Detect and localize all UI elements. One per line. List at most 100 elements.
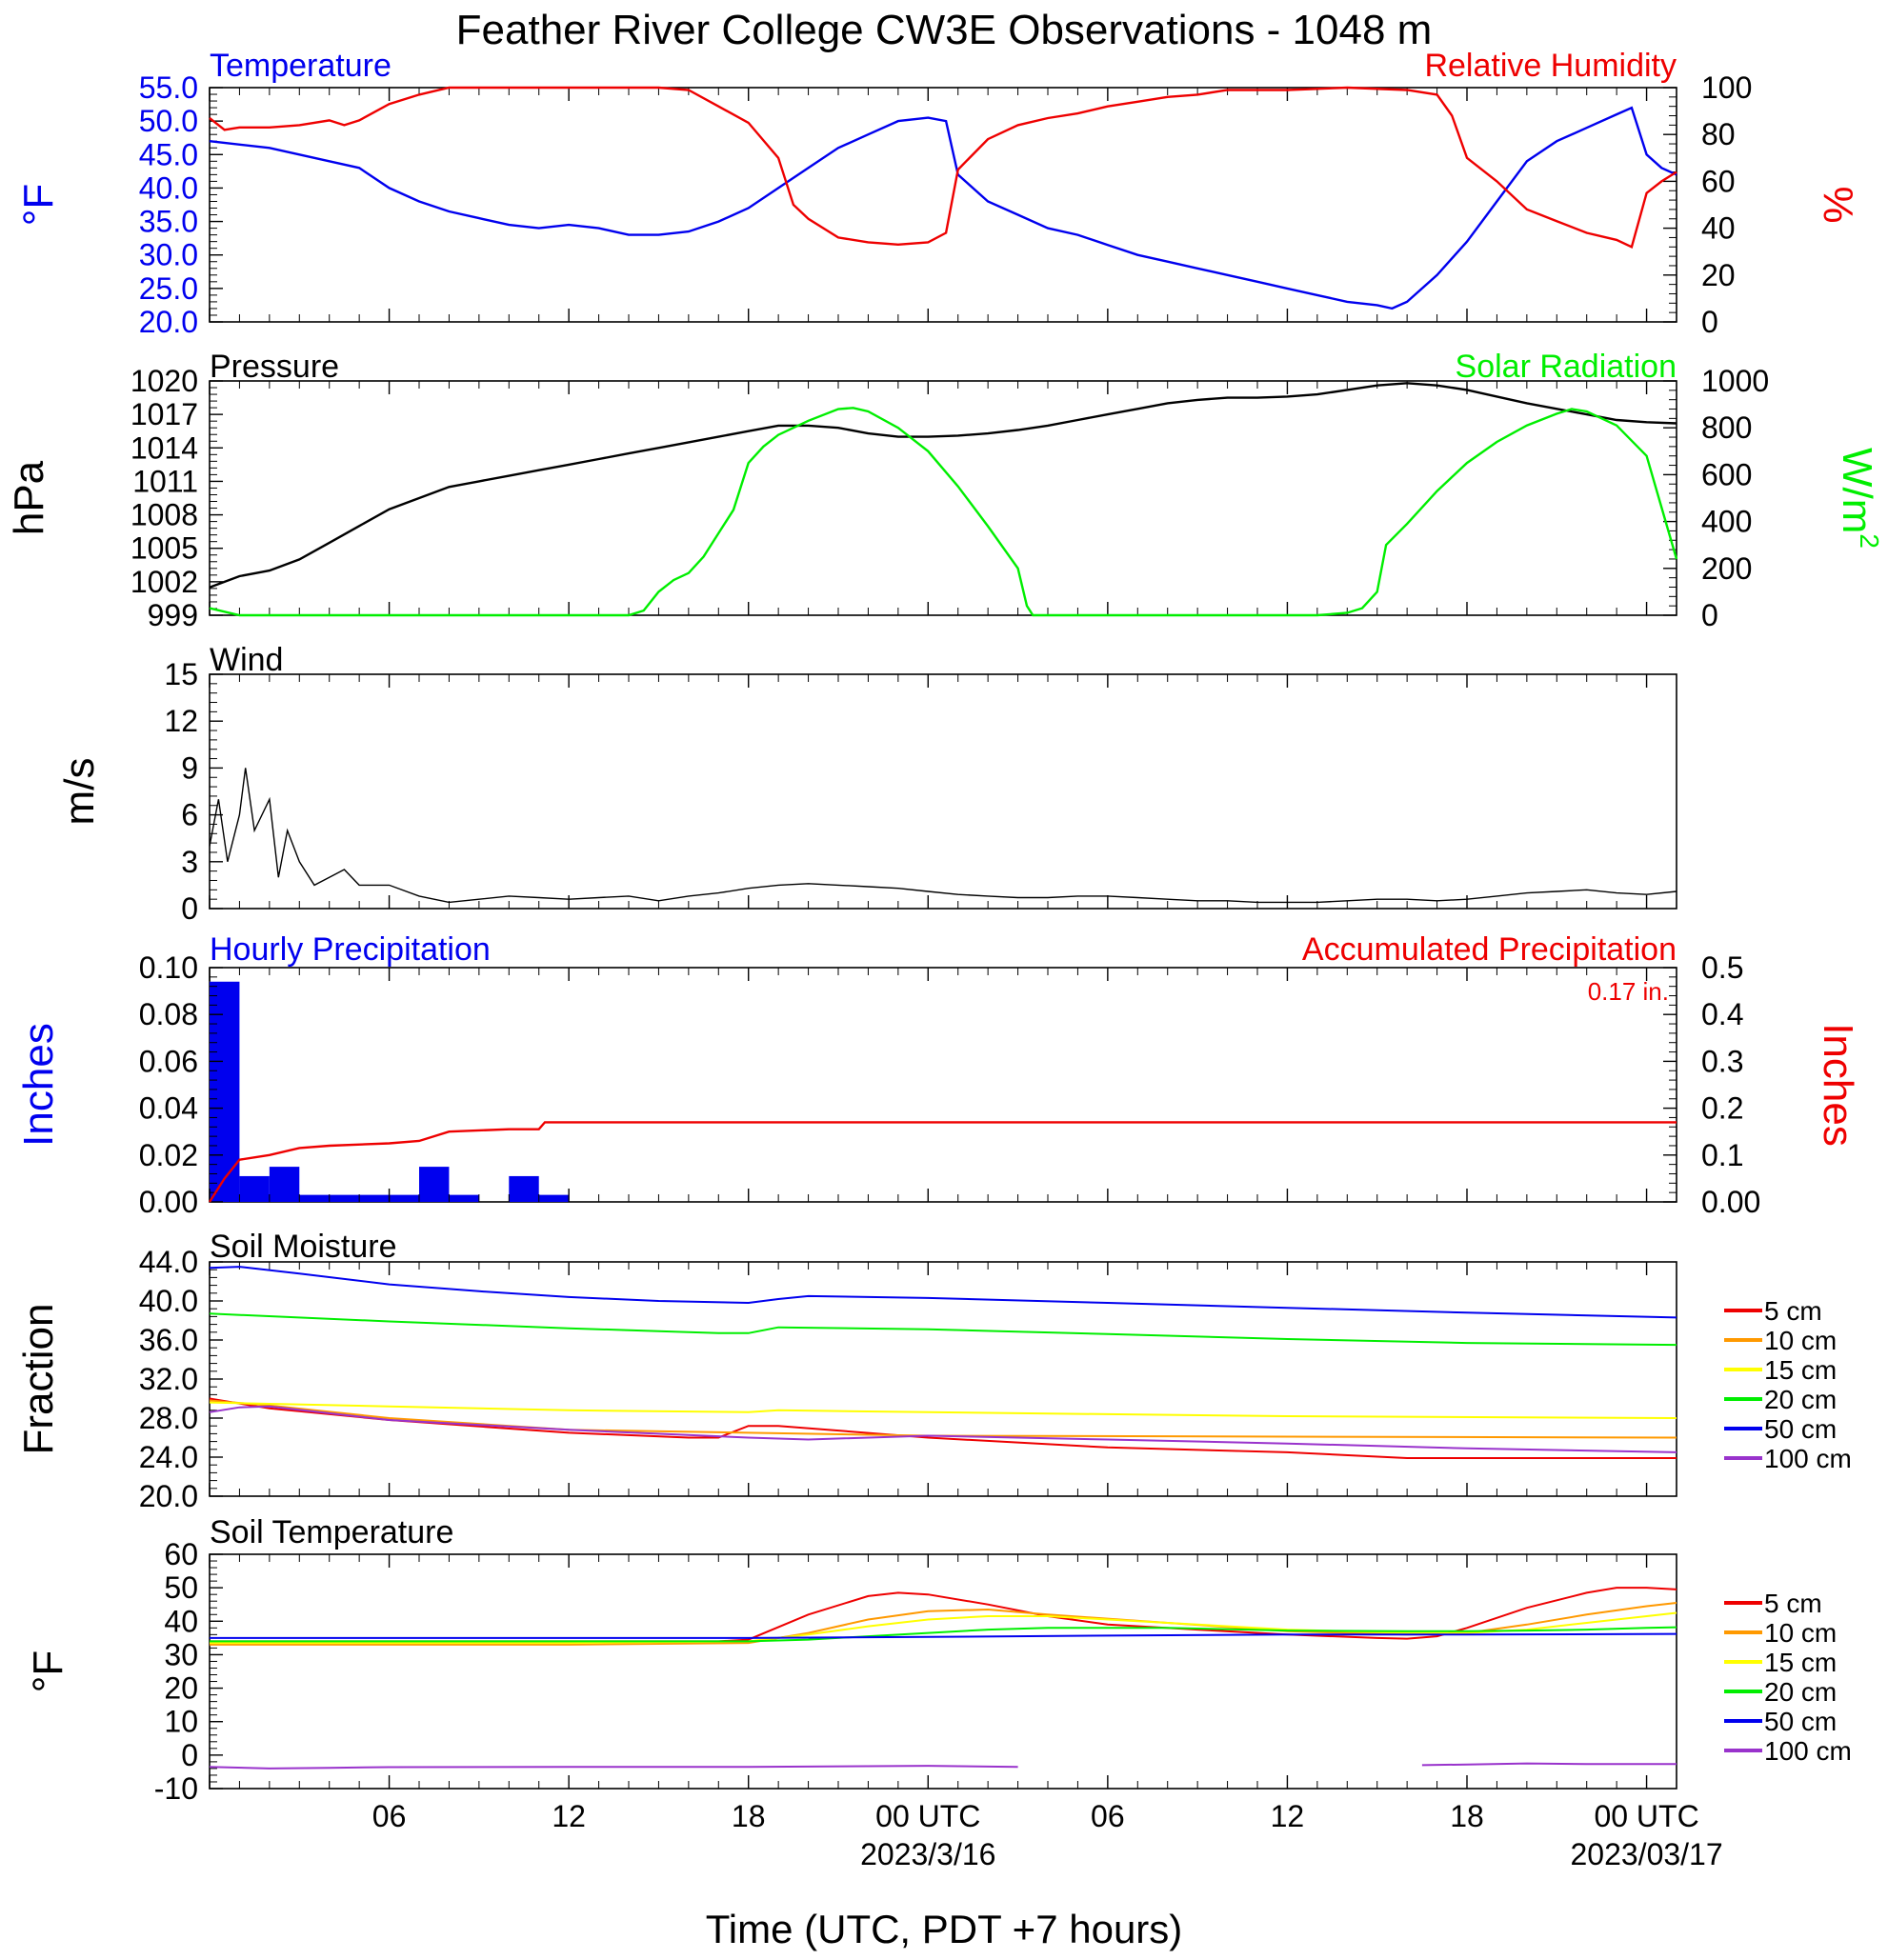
y-tick-label: -10	[154, 1771, 198, 1806]
legend-label: 100 cm	[1764, 1736, 1852, 1766]
plot-frame	[209, 673, 1677, 910]
x-tick-label: 00 UTC	[1594, 1799, 1698, 1833]
y-tick-label: 0.3	[1701, 1044, 1743, 1078]
panel-title-temperature: Temperature	[210, 48, 392, 84]
y-axis-label-pressure: hPa	[6, 460, 52, 535]
y-tick-label: 400	[1701, 505, 1752, 539]
y-tick-label: 0.08	[139, 997, 198, 1031]
y-tick-label: 0	[1701, 598, 1718, 632]
y-tick-label: 1020	[131, 364, 198, 398]
y-axis-label-temperature: °F	[15, 184, 62, 226]
y-tick-label: 10	[164, 1705, 198, 1739]
y-tick-label: 28.0	[139, 1401, 198, 1435]
y-tick-label: 0.02	[139, 1138, 198, 1172]
precip-bar	[509, 1175, 539, 1202]
precip-total-label: 0.17 in.	[1588, 977, 1669, 1006]
y-tick-label: 55.0	[139, 70, 198, 105]
y-tick-label: 1008	[131, 498, 198, 532]
y-tick-label: 30	[164, 1637, 198, 1671]
y-tick-label: 44.0	[139, 1245, 198, 1279]
legend-label: 50 cm	[1764, 1414, 1837, 1444]
x-tick-label: 06	[372, 1799, 407, 1833]
y-tick-label: 40.0	[139, 1284, 198, 1318]
y-tick-label: 30.0	[139, 238, 198, 272]
y-tick-label: 24.0	[139, 1440, 198, 1474]
legend-label: 5 cm	[1764, 1296, 1822, 1326]
y-tick-label: 20.0	[139, 1479, 198, 1513]
x-tick-label: 18	[1450, 1799, 1484, 1833]
y-axis-label-wind: m/s	[56, 758, 103, 826]
series-line	[210, 1632, 1677, 1639]
x-tick-label: 18	[732, 1799, 766, 1833]
precip-bar	[449, 1194, 479, 1202]
y-tick-label: 600	[1701, 457, 1752, 491]
y-tick-label: 800	[1701, 410, 1752, 445]
temperature-line	[209, 106, 1677, 310]
y-tick-label: 0.4	[1701, 997, 1743, 1031]
y-tick-label: 0.06	[139, 1044, 198, 1078]
y-tick-label: 0.10	[139, 950, 198, 985]
legend-label: 5 cm	[1764, 1589, 1822, 1618]
panel-title-wind: Wind	[210, 642, 283, 678]
x-axis-title: Time (UTC, PDT +7 hours)	[706, 1907, 1183, 1951]
y-tick-label: 0.2	[1701, 1091, 1743, 1126]
series-line	[209, 1405, 1677, 1453]
solar-unit-exponent: 2	[1855, 533, 1884, 549]
x-tick-label: 12	[1271, 1799, 1305, 1833]
solar-radiation-line	[209, 407, 1678, 617]
y-axis-label-accum: Inches	[1815, 1023, 1861, 1147]
relative-humidity-line	[209, 86, 1677, 249]
panel-title-soil-temperature: Soil Temperature	[210, 1514, 453, 1550]
y-tick-label: 0	[181, 891, 198, 926]
soil-moisture-panel: 44.0 40.0 36.0 32.0 28.0 24.0 20.0 Soil Moistu…	[15, 1229, 1852, 1513]
y-tick-label: 200	[1701, 551, 1752, 586]
series-line	[209, 1312, 1677, 1347]
y-tick-label: 25.0	[139, 271, 198, 306]
legend-label: 10 cm	[1764, 1326, 1837, 1355]
wind-panel: 15 12 9 6 3 0 Wind m/s	[56, 642, 1677, 926]
panel-title-hourly-precip: Hourly Precipitation	[210, 931, 491, 968]
y-tick-label: 15	[164, 657, 198, 691]
x-tick-label: 00 UTC	[875, 1799, 980, 1833]
y-tick-label: 32.0	[139, 1362, 198, 1396]
y-tick-label: 1002	[131, 565, 198, 599]
y-tick-label: 1014	[131, 430, 198, 465]
wind-speed-line	[209, 768, 1677, 904]
y-tick-label: 0.5	[1701, 950, 1743, 985]
plot-frame	[209, 87, 1677, 323]
series-line	[209, 1762, 1677, 1770]
y-tick-label: 20.0	[139, 305, 198, 339]
series-line	[209, 1399, 1677, 1439]
y-tick-label: 0.1	[1701, 1138, 1743, 1172]
y-tick-label: 1017	[131, 397, 198, 431]
y-tick-label: 50.0	[139, 104, 198, 138]
precipitation-panel: 0.10 0.08 0.06 0.04 0.02 0.00 0.5 0.4 0.3 0.2 0.1 0…	[15, 931, 1861, 1219]
y-tick-label: 1000	[1701, 364, 1769, 398]
pressure-line	[209, 382, 1677, 589]
y-tick-label: 60	[1701, 164, 1736, 198]
legend-label: 10 cm	[1764, 1618, 1837, 1648]
legend-label: 15 cm	[1764, 1648, 1837, 1677]
y-tick-label: 20	[1701, 258, 1736, 292]
series-line	[210, 1626, 1677, 1643]
precip-bar	[359, 1194, 390, 1202]
y-axis-label-solar: W/m2	[1834, 448, 1884, 549]
legend-label: 50 cm	[1764, 1707, 1837, 1736]
y-tick-label: 0.00	[139, 1185, 198, 1219]
series-line	[209, 1401, 1677, 1419]
y-tick-label: 36.0	[139, 1323, 198, 1357]
y-axis-label-hourly: Inches	[15, 1023, 62, 1147]
y-tick-label: 40	[164, 1604, 198, 1638]
precip-bar	[389, 1194, 419, 1202]
y-axis-label-humidity: %	[1815, 186, 1861, 223]
x-date-label: 2023/03/17	[1570, 1837, 1722, 1871]
series-line	[209, 1266, 1677, 1319]
x-date-label: 2023/3/16	[860, 1837, 995, 1871]
y-tick-label: 0	[181, 1738, 198, 1772]
y-tick-label: 45.0	[139, 137, 198, 171]
y-tick-label: 0.04	[139, 1091, 198, 1126]
y-axis-label-fraction: Fraction	[15, 1304, 62, 1455]
